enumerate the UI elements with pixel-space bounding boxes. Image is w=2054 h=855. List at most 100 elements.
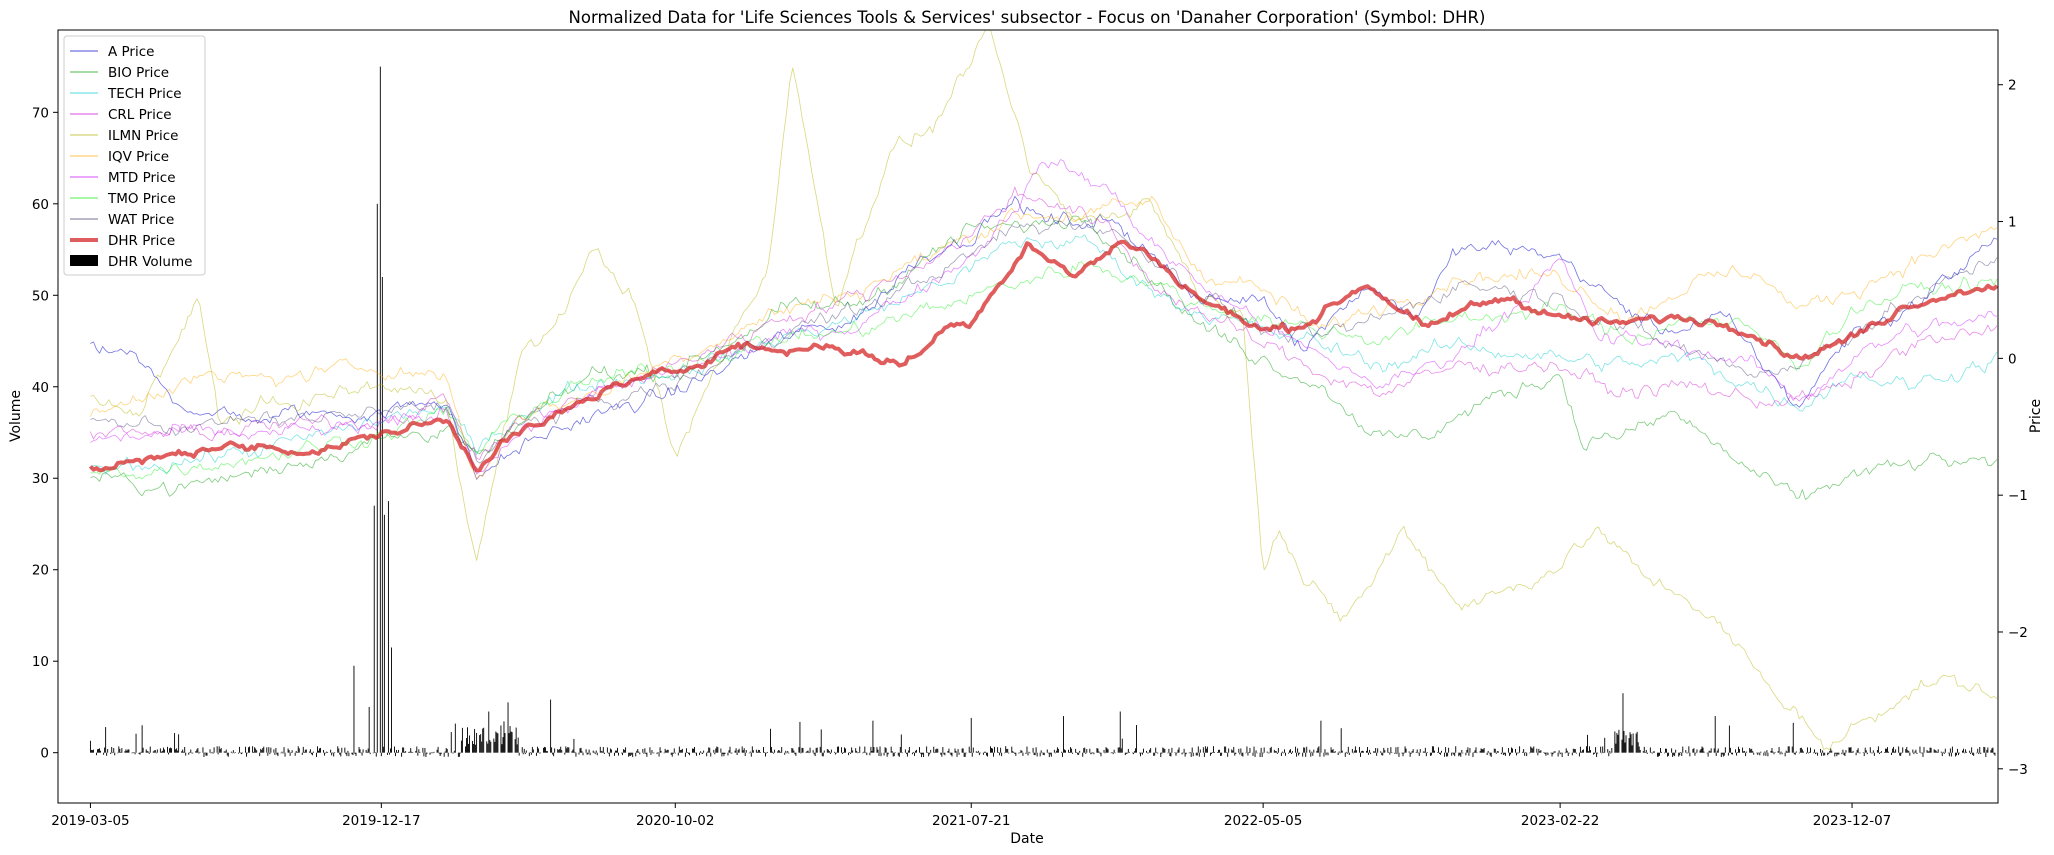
volume-bar: [1962, 750, 1963, 753]
volume-bar: [940, 752, 942, 755]
volume-bar: [1432, 746, 1434, 753]
volume-bar: [1020, 750, 1022, 753]
volume-bar: [1742, 747, 1744, 753]
volume-bar: [1297, 748, 1299, 753]
volume-bar: [1376, 752, 1378, 756]
volume-bar: [266, 747, 268, 753]
volume-bar: [217, 752, 219, 755]
volume-bar: [147, 751, 149, 753]
volume-bar: [1441, 750, 1442, 753]
volume-bar: [1834, 752, 1836, 757]
volume-bar: [777, 751, 779, 753]
x-tick-label: 2021-07-21: [932, 813, 1010, 829]
volume-bar: [504, 733, 506, 753]
volume-bar: [183, 751, 185, 753]
volume-bar: [1793, 752, 1795, 755]
volume-bar: [1000, 747, 1002, 753]
volume-bar: [540, 752, 541, 754]
volume-bar: [1091, 752, 1093, 754]
volume-bar: [374, 752, 376, 753]
volume-bar: [800, 752, 802, 754]
volume-bar: [793, 750, 795, 753]
volume-bar: [744, 752, 746, 757]
volume-bar: [1646, 752, 1648, 754]
volume-bar: [1268, 752, 1270, 754]
volume-bar: [96, 752, 97, 756]
volume-bar: [128, 749, 130, 753]
volume-bar: [742, 750, 744, 753]
volume-bar: [828, 751, 830, 753]
volume-bar: [1176, 752, 1178, 754]
y-left-tick-label: 60: [32, 197, 49, 213]
volume-bar: [1218, 749, 1220, 753]
volume-bar: [1469, 747, 1471, 753]
volume-bar: [651, 750, 653, 753]
volume-bar: [418, 749, 420, 753]
volume-bar: [341, 747, 343, 753]
volume-bar: [964, 752, 966, 757]
volume-bar: [1728, 725, 1730, 753]
volume-bar: [199, 751, 201, 753]
volume-bar: [1519, 746, 1521, 753]
volume-bar: [795, 752, 797, 756]
volume-bar: [1674, 752, 1676, 757]
volume-bar: [1120, 748, 1122, 753]
volume-bar: [963, 752, 965, 757]
volume-bar: [297, 746, 299, 753]
volume-bar: [1320, 720, 1322, 753]
volume-bar: [1692, 749, 1694, 753]
volume-bar: [1326, 752, 1328, 754]
volume-bar: [821, 752, 823, 757]
volume-bar: [1370, 752, 1372, 755]
volume-bar: [467, 727, 468, 753]
volume-bar: [1935, 750, 1937, 753]
volume-bar: [1517, 752, 1519, 754]
volume-bar: [1801, 749, 1803, 753]
volume-bar: [369, 752, 371, 755]
volume-bar: [178, 734, 180, 753]
volume-bar: [281, 751, 283, 753]
volume-bar: [791, 748, 793, 753]
volume-bar: [516, 744, 518, 753]
volume-bar: [1162, 747, 1164, 753]
volume-bar: [218, 746, 220, 753]
volume-bar: [827, 749, 829, 753]
volume-bar: [1319, 752, 1321, 757]
volume-bar: [1649, 747, 1651, 753]
volume-bar: [223, 751, 225, 753]
volume-bar: [1778, 747, 1780, 753]
volume-bar: [1746, 751, 1748, 753]
volume-bar: [1944, 748, 1946, 753]
volume-bar: [1895, 749, 1897, 753]
volume-bar: [1082, 752, 1084, 757]
volume-bar: [929, 752, 931, 755]
volume-bar: [898, 752, 900, 757]
volume-bar: [1013, 752, 1015, 753]
volume-bar: [141, 725, 143, 753]
volume-bar: [1093, 752, 1095, 755]
volume-bar: [1866, 752, 1868, 755]
volume-bar: [585, 749, 587, 753]
volume-bar: [398, 749, 400, 753]
volume-bar: [778, 749, 780, 753]
volume-bar: [645, 752, 647, 755]
volume-bar: [530, 752, 532, 755]
volume-bar: [1958, 752, 1959, 756]
legend-label: CRL Price: [108, 107, 172, 123]
volume-bar: [1209, 752, 1211, 756]
volume-bar: [465, 746, 466, 753]
volume-bar: [1242, 752, 1244, 757]
volume-bar: [851, 747, 853, 753]
volume-bar: [1624, 742, 1626, 753]
volume-bar: [1750, 749, 1752, 753]
volume-bar: [622, 752, 624, 756]
volume-bar: [155, 752, 157, 754]
volume-bar: [1708, 750, 1710, 753]
volume-bar: [1901, 752, 1903, 754]
volume-bar: [1823, 752, 1825, 756]
volume-bar: [855, 748, 857, 753]
volume-bar: [1313, 749, 1315, 753]
volume-bar: [1588, 751, 1589, 753]
volume-bar: [642, 749, 644, 753]
volume-bar: [926, 746, 928, 753]
